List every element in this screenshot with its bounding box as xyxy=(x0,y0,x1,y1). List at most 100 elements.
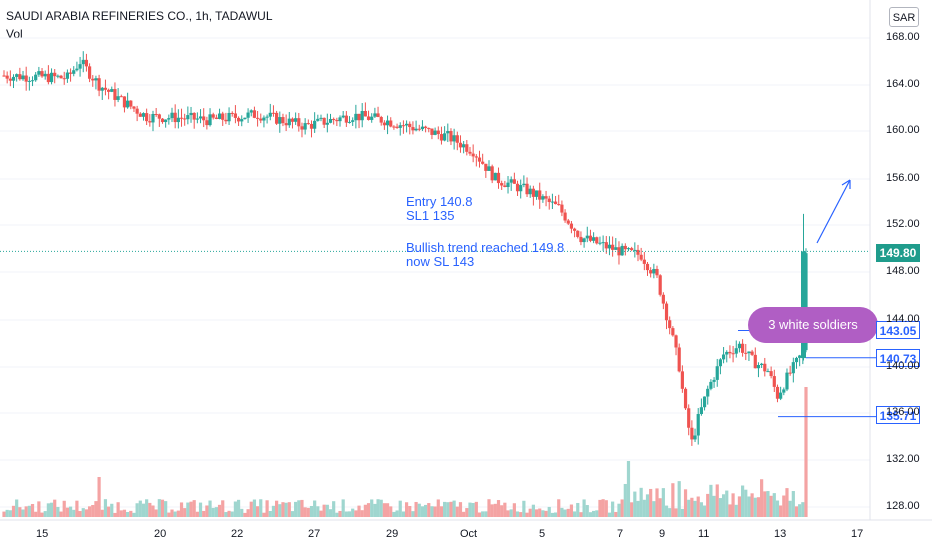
volume-bar xyxy=(211,507,215,517)
candle-body xyxy=(30,80,35,82)
volume-bar xyxy=(91,504,95,517)
candle-body xyxy=(205,120,209,126)
volume-bar xyxy=(110,503,114,517)
candle-body xyxy=(490,166,494,181)
volume-bar xyxy=(135,503,139,517)
volume-bar xyxy=(617,503,621,517)
volume-bar xyxy=(626,461,631,517)
volume-bar xyxy=(160,499,165,517)
volume-bar xyxy=(37,501,41,517)
volume-bar xyxy=(278,504,282,517)
candle-body xyxy=(322,117,326,125)
volume-bar xyxy=(798,504,802,517)
volume-bar xyxy=(674,508,678,517)
entry-note-line-2: SL1 135 xyxy=(406,208,455,223)
volume-bar xyxy=(287,502,291,517)
volume-bar xyxy=(541,510,545,517)
trend-note-line-2: now SL 143 xyxy=(406,254,475,269)
volume-bar xyxy=(493,503,497,517)
volume-bar xyxy=(167,512,171,517)
candle-body xyxy=(15,74,19,77)
candle-body xyxy=(316,118,320,121)
candle-body xyxy=(506,182,510,187)
candle-body xyxy=(744,352,748,354)
candle-body xyxy=(132,106,136,109)
volume-bar xyxy=(141,503,146,517)
candle-body xyxy=(677,347,681,372)
candle-body xyxy=(113,89,117,100)
candle-body xyxy=(493,172,497,181)
volume-bar xyxy=(728,504,732,517)
price-tick-label: 168.00 xyxy=(886,31,920,43)
candle-body xyxy=(176,117,180,123)
candle-body xyxy=(135,108,139,114)
volume-bar xyxy=(363,504,367,517)
volume-bar xyxy=(630,502,634,517)
candle-body xyxy=(151,113,155,123)
candle-body xyxy=(2,75,6,77)
time-tick-label: 11 xyxy=(698,528,710,540)
candle-body xyxy=(484,163,488,171)
volume-bar xyxy=(195,511,199,517)
candle-body xyxy=(56,75,60,77)
candle-body xyxy=(217,113,222,119)
candle-body xyxy=(246,112,250,118)
candle-body xyxy=(779,392,783,399)
candle-body xyxy=(49,72,54,83)
volume-bar xyxy=(579,512,583,517)
volume-bar xyxy=(582,499,586,517)
candle-body xyxy=(351,120,355,122)
candle-body xyxy=(706,388,710,397)
volume-bar xyxy=(389,506,393,517)
volume-bar xyxy=(2,511,6,517)
volume-bar xyxy=(392,511,396,517)
volume-bar xyxy=(702,505,707,517)
volume-bar xyxy=(313,500,317,517)
volume-bar xyxy=(763,491,767,517)
volume-bar xyxy=(24,506,28,517)
candle-body xyxy=(376,113,380,118)
candle-body xyxy=(255,117,260,119)
candle-body xyxy=(636,249,640,255)
time-tick-label: 20 xyxy=(154,528,167,540)
candle-body xyxy=(798,355,802,358)
candle-body xyxy=(563,212,567,221)
volume-bar xyxy=(721,494,726,517)
volume-bar xyxy=(205,505,209,517)
volume-bar xyxy=(268,510,272,517)
candle-body xyxy=(122,96,127,108)
candle-body xyxy=(107,89,111,92)
price-tick-label: 160.00 xyxy=(886,124,920,136)
volume-bar xyxy=(484,511,488,517)
candle-body xyxy=(769,371,773,377)
candle-body xyxy=(747,351,751,354)
candle-body xyxy=(325,122,329,125)
candle-body xyxy=(385,120,390,126)
candle-body xyxy=(458,142,463,148)
volume-bar xyxy=(347,511,352,517)
volume-bar xyxy=(687,499,691,517)
trend-note-line-1: Bullish trend reached 149.8 xyxy=(406,240,565,255)
candle-body xyxy=(661,294,665,304)
volume-bar xyxy=(53,499,57,517)
volume-bar xyxy=(344,511,348,517)
volume-bar xyxy=(595,510,599,517)
volume-bar xyxy=(756,497,761,517)
candle-body xyxy=(712,379,716,382)
candle-body xyxy=(534,190,539,197)
currency-button[interactable]: SAR xyxy=(889,7,919,27)
candle-body xyxy=(766,371,770,373)
candle-body xyxy=(734,348,738,354)
candle-body xyxy=(652,268,656,274)
volume-bar xyxy=(436,499,440,517)
volume-bar xyxy=(214,507,218,517)
candle-body xyxy=(227,112,231,122)
candle-body xyxy=(592,237,596,241)
candle-body xyxy=(588,235,593,241)
volume-bar xyxy=(636,500,640,517)
volume-bar xyxy=(462,511,466,517)
volume-bar xyxy=(699,502,703,517)
time-tick-label: 15 xyxy=(36,528,49,540)
volume-bar xyxy=(255,506,260,517)
